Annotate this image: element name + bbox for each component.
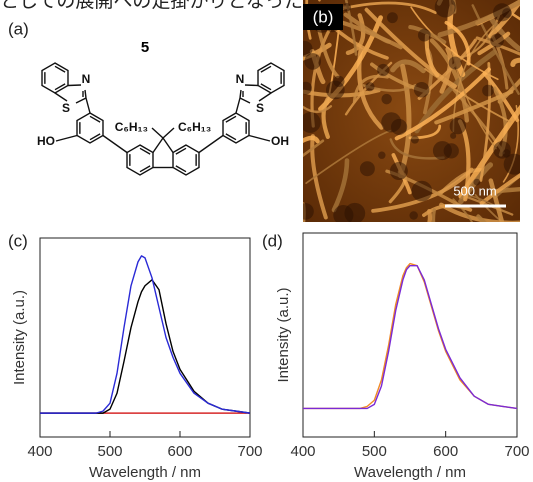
bond [245, 85, 258, 86]
afm-shadow [326, 81, 345, 100]
bond-ring [223, 113, 249, 143]
afm-shadow [411, 136, 419, 144]
series-line [40, 256, 250, 413]
afm-shadow [377, 64, 389, 76]
atom-label: N [236, 72, 245, 86]
panel-label: (a) [8, 19, 29, 38]
bond [163, 138, 173, 153]
afm-shadow [490, 34, 504, 48]
panel-label: (c) [8, 231, 28, 250]
afm-shadow [450, 133, 456, 139]
top-text: としての展開への足掛かりとなった。 [0, 0, 322, 12]
bond [103, 136, 127, 153]
x-axis-label: Wavelength / nm [354, 464, 466, 481]
bond-ring [127, 145, 153, 175]
afm-shadow [502, 8, 512, 18]
series-line [40, 280, 250, 413]
series-line [303, 264, 517, 409]
afm-fiber [478, 216, 533, 309]
bond [163, 128, 174, 138]
afm-fiber [513, 60, 533, 64]
afm-shadow [391, 119, 407, 135]
x-tick-label: 400 [27, 443, 52, 460]
afm-shadow [365, 82, 374, 91]
atom-label: S [256, 101, 264, 115]
scale-bar-label: 500 nm [453, 183, 496, 198]
bond-ring [258, 63, 284, 93]
bond-ring [173, 145, 199, 175]
bond [240, 90, 241, 98]
afm-shadow [300, 112, 321, 133]
bond [85, 90, 86, 98]
afm-fiber [291, 204, 304, 251]
afm-shadow [297, 41, 313, 57]
afm-shadow [343, 3, 351, 11]
bond [152, 128, 163, 138]
afm-shadow [390, 162, 408, 180]
x-axis-label: Wavelength / nm [89, 464, 201, 481]
bond [199, 136, 223, 153]
x-tick-label: 600 [433, 443, 458, 460]
bond [86, 98, 90, 113]
x-tick-label: 500 [362, 443, 387, 460]
x-tick-label: 400 [290, 443, 315, 460]
bond-ring [42, 63, 68, 93]
series-line [303, 266, 517, 409]
bond [55, 93, 67, 101]
bond [236, 98, 240, 113]
x-tick-label: 600 [167, 443, 192, 460]
atom-label: C₆H₁₃ [115, 120, 148, 134]
afm-shadow [409, 211, 417, 219]
y-axis-label: Intensity (a.u.) [275, 287, 292, 382]
bond [153, 138, 163, 153]
atom-label: C₆H₁₃ [178, 120, 211, 134]
figure-canvas: としての展開への足掛かりとなった。 (a) 5 N S HO C₆H₁₃ N S… [0, 0, 533, 482]
afm-shadow [360, 161, 375, 176]
atom-label: N [82, 72, 91, 86]
panel-label: (b) [313, 7, 334, 26]
figure: としての展開への足掛かりとなった。 (a) 5 N S HO C₆H₁₃ N S… [0, 0, 533, 482]
afm-shadow [433, 141, 452, 160]
afm-shadow [418, 29, 431, 42]
afm-shadow [297, 203, 314, 220]
structure-right [163, 63, 284, 175]
atom-label: OH [271, 134, 289, 148]
x-tick-label: 700 [504, 443, 529, 460]
afm-shadow [333, 205, 353, 225]
atom-label: HO [37, 134, 55, 148]
bond [259, 93, 271, 101]
atom-label: S [62, 101, 70, 115]
afm-shadow [450, 118, 466, 134]
afm-shadow [449, 56, 462, 69]
x-tick-label: 700 [237, 443, 262, 460]
bond [56, 136, 77, 142]
compound-number: 5 [141, 39, 149, 56]
x-tick-label: 500 [97, 443, 122, 460]
bond [249, 136, 270, 142]
bond [76, 98, 86, 103]
structure-left [42, 63, 163, 175]
bond [240, 98, 250, 103]
afm-shadow [502, 149, 510, 157]
afm-shadow [414, 82, 429, 97]
afm-shadow [378, 151, 385, 158]
afm-shadow [299, 82, 312, 95]
afm-shadow [387, 12, 398, 23]
afm-shadow [381, 94, 391, 104]
bond [68, 85, 81, 86]
bond-ring [77, 113, 103, 143]
afm-shadow [482, 85, 494, 97]
y-axis-label: Intensity (a.u.) [11, 290, 28, 385]
panel-label: (d) [262, 231, 283, 250]
afm-shadow [412, 181, 433, 202]
